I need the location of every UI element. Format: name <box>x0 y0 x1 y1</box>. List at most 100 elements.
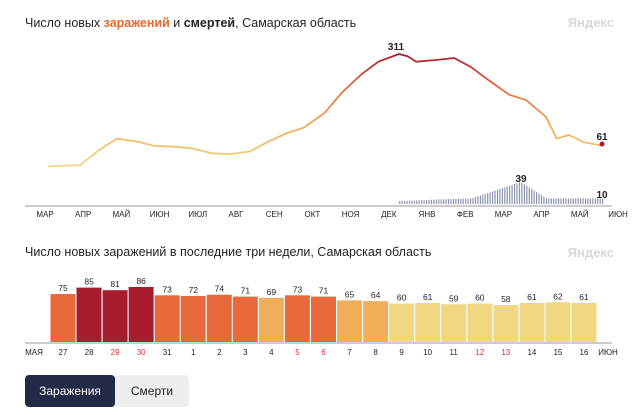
month-tick-label: ИЮЛ <box>188 210 207 219</box>
deaths-bar <box>455 198 457 204</box>
deaths-bar <box>548 198 550 204</box>
tab-deaths[interactable]: Смерти <box>130 384 174 398</box>
day-bar[interactable] <box>493 304 519 342</box>
cases-line <box>48 53 603 168</box>
day-bar[interactable] <box>519 303 545 342</box>
day-tick-label: 27 <box>59 348 68 357</box>
day-bar[interactable] <box>102 290 128 342</box>
deaths-bar <box>492 191 494 204</box>
month-tick-label: МАР <box>495 210 512 219</box>
deaths-bar <box>531 189 533 204</box>
deaths-bar <box>462 198 464 204</box>
day-tick-label: 13 <box>501 348 510 357</box>
month-tick-label: ЯНВ <box>419 210 436 219</box>
title-deaths-word: смертей <box>183 16 236 30</box>
deaths-bar <box>472 197 474 204</box>
day-bar[interactable] <box>232 296 258 342</box>
day-bar[interactable] <box>337 300 362 342</box>
cases-deaths-chart: МАР АПР МАЙ ИЮН ИЮЛ АВГ СЕН ОКТ НОЯ ДЕК ЯНВ ФЕВ МАР А… <box>25 42 628 219</box>
deaths-bar <box>582 198 584 204</box>
bar-value-label: 61 <box>527 292 537 302</box>
day-tick-label: 6 <box>321 348 326 357</box>
deaths-bar <box>482 194 484 204</box>
day-bar[interactable] <box>441 304 467 342</box>
deaths-bar <box>555 198 557 204</box>
deaths-bar <box>570 198 572 204</box>
day-bar[interactable] <box>258 297 284 342</box>
deaths-bar <box>533 190 535 204</box>
deaths-bar <box>452 199 455 204</box>
bar-value-label: 71 <box>319 286 329 296</box>
last-deaths-label: 10 <box>596 190 608 201</box>
day-bar[interactable] <box>571 303 597 342</box>
deaths-bar <box>584 198 587 204</box>
deaths-bar <box>526 185 528 204</box>
deaths-bar <box>562 198 565 204</box>
deaths-bar <box>406 200 408 204</box>
deaths-bar <box>470 198 472 204</box>
day-bar[interactable] <box>76 287 102 342</box>
day-tick-label: 7 <box>347 348 352 357</box>
day-tick-label: 4 <box>269 348 274 357</box>
deaths-bar <box>443 199 445 204</box>
chart1-title: Число новых заражений и смертей, Самарск… <box>25 16 357 30</box>
day-bar[interactable] <box>415 303 441 342</box>
bar-value-label: 71 <box>241 286 251 296</box>
month-tick-label: ОКТ <box>305 210 321 219</box>
day-bar[interactable] <box>154 295 180 342</box>
yandex-logo: Яндекс <box>567 15 614 30</box>
day-bar[interactable] <box>50 294 76 342</box>
deaths-bar <box>413 200 415 204</box>
month-tick-label: ДЕК <box>381 210 397 219</box>
month-tick-label: ИЮН <box>608 210 628 219</box>
deaths-bar <box>489 192 491 204</box>
deaths-bar <box>479 195 481 204</box>
day-bar[interactable] <box>545 302 571 342</box>
deaths-bar <box>428 199 430 204</box>
peak-deaths-label: 39 <box>515 174 527 185</box>
day-bar[interactable] <box>363 301 389 342</box>
day-tick-label: 30 <box>137 348 146 357</box>
deaths-bar <box>599 198 601 204</box>
tab-infections[interactable]: Заражения <box>25 375 115 407</box>
deaths-bar <box>465 198 467 204</box>
deaths-bar <box>592 198 594 204</box>
day-bar[interactable] <box>128 287 154 342</box>
day-bar[interactable] <box>311 296 336 342</box>
deaths-bar <box>580 198 582 204</box>
deaths-bar <box>545 198 547 204</box>
deaths-bar <box>602 198 604 204</box>
deaths-bar <box>440 199 442 204</box>
peak-cases-label: 311 <box>388 42 405 53</box>
deaths-bar <box>426 200 428 204</box>
deaths-bar <box>589 198 591 204</box>
deaths-bar <box>558 198 560 204</box>
day-bar[interactable] <box>389 303 415 342</box>
month-tick-label: МАЙ <box>113 210 131 219</box>
day-bar[interactable] <box>284 295 310 342</box>
deaths-bar <box>577 198 579 204</box>
deaths-bar <box>477 196 479 204</box>
month-tick-label: ИЮН <box>150 210 170 219</box>
day-bar[interactable] <box>467 303 493 342</box>
day-bar[interactable] <box>180 296 206 342</box>
bar-value-label: 86 <box>136 276 146 286</box>
month-tick-label: АПР <box>75 210 91 219</box>
deaths-bar <box>399 201 401 204</box>
day-bar[interactable] <box>206 294 232 342</box>
deaths-bar <box>411 200 413 204</box>
bar-value-label: 85 <box>84 277 94 287</box>
deaths-bar <box>575 198 577 204</box>
bar-value-label: 74 <box>215 284 225 294</box>
bar-value-label: 75 <box>58 283 68 293</box>
deaths-bar <box>516 183 518 204</box>
deaths-bar <box>401 201 403 204</box>
bar-value-label: 73 <box>162 284 172 294</box>
title-infections-word: заражений <box>103 16 170 30</box>
bar-value-label: 60 <box>397 293 407 303</box>
bar-value-label: 81 <box>110 279 120 289</box>
day-tick-label: 12 <box>475 348 484 357</box>
month-tick-label: ФЕВ <box>457 210 474 219</box>
deaths-bar <box>487 193 489 204</box>
